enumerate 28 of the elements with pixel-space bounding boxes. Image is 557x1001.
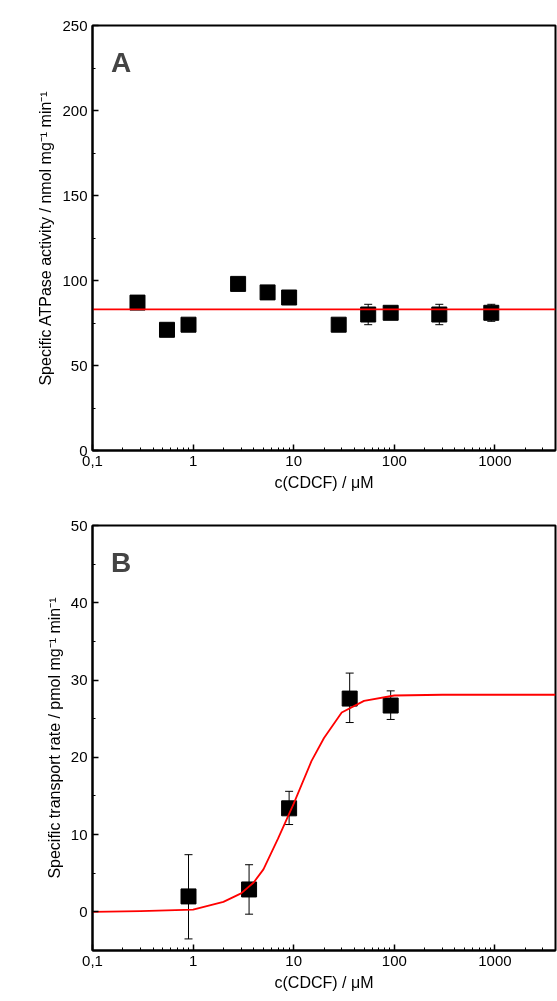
x-tick-label: 1 xyxy=(188,951,198,969)
x-tick-label: 100 xyxy=(381,951,407,969)
x-tick-label: 1 xyxy=(188,451,198,469)
x-tick-label: 10 xyxy=(285,451,303,469)
y-tick-label: 10 xyxy=(70,825,88,843)
y-tick-label: 100 xyxy=(62,271,88,289)
y-tick-label: 20 xyxy=(70,748,88,766)
y-tick-label: 50 xyxy=(70,516,88,534)
y-tick-label: 150 xyxy=(62,186,88,204)
annotation: A xyxy=(111,46,132,78)
y-tick-label: 30 xyxy=(70,671,88,689)
x-tick-label: 1000 xyxy=(478,951,512,969)
x-tick-label: 1000 xyxy=(478,451,512,469)
y-tick-label: 200 xyxy=(62,101,88,119)
x-tick-label: 100 xyxy=(381,451,407,469)
x-axis-title: c(CDCF) / μM xyxy=(274,973,374,991)
y-tick-label: 50 xyxy=(70,356,88,374)
x-tick-label: 0,1 xyxy=(82,951,103,969)
y-tick-label: 0 xyxy=(79,902,88,920)
y-axis-title: Specific transport rate / pmol mg⁻¹ min⁻¹ xyxy=(45,597,63,879)
x-axis-title: c(CDCF) / μM xyxy=(274,473,374,491)
y-tick-label: 40 xyxy=(70,593,88,611)
y-axis-title: Specific ATPase activity / nmol mg⁻¹ min⁻¹ xyxy=(37,91,55,386)
point xyxy=(382,697,399,714)
annotation: B xyxy=(111,546,132,578)
y-tick-label: 250 xyxy=(62,16,88,34)
point xyxy=(180,888,197,905)
x-tick-label: 10 xyxy=(285,951,303,969)
